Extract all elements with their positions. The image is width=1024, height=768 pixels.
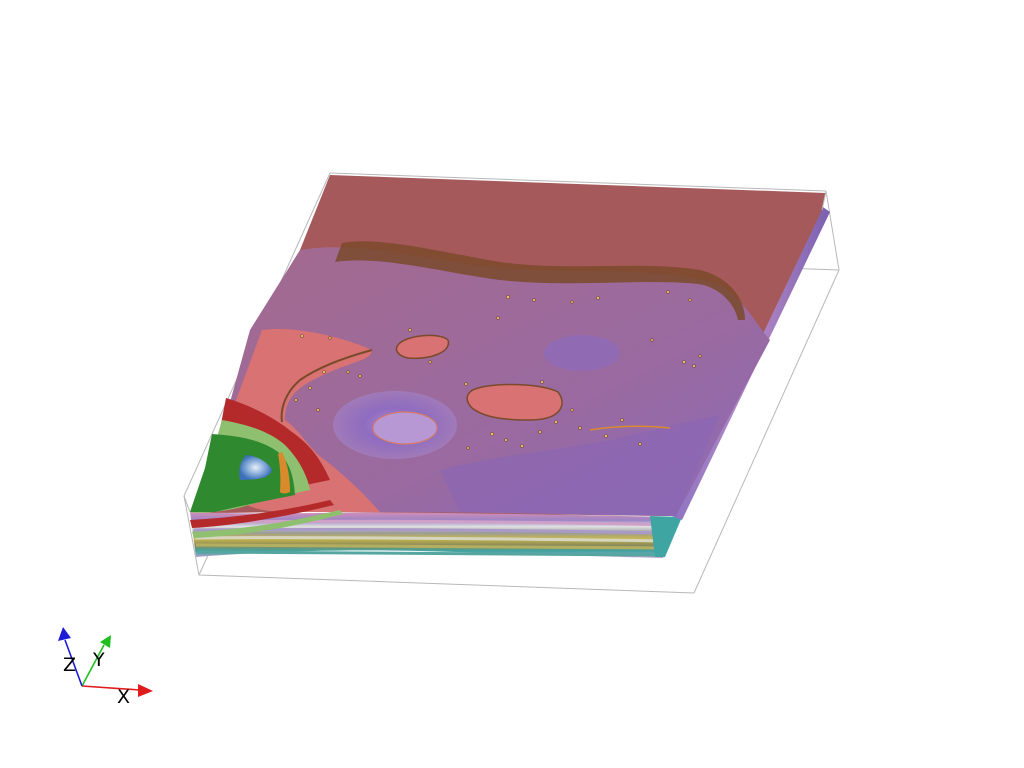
mineral-speckles	[294, 290, 702, 450]
salmon-lens	[395, 334, 450, 360]
violet-shallow-zone	[544, 335, 620, 371]
violet-depression-inner	[372, 411, 438, 445]
z-axis-arrow	[58, 627, 83, 687]
fold-structure	[190, 398, 343, 538]
teal-layer-end	[650, 516, 682, 557]
contour-ridge	[335, 241, 745, 320]
y-axis-label: Y	[92, 649, 105, 671]
z-axis-label: Z	[63, 654, 76, 676]
salmon-mid-lens	[466, 383, 563, 421]
x-axis-arrow	[81, 684, 153, 697]
y-axis-arrow	[81, 635, 111, 687]
violet-lower-zone	[440, 415, 720, 516]
bounding-box-front	[183, 190, 827, 513]
salmon-edge-contour	[280, 349, 373, 423]
x-axis-label: X	[117, 686, 130, 708]
orange-contour	[589, 425, 671, 431]
